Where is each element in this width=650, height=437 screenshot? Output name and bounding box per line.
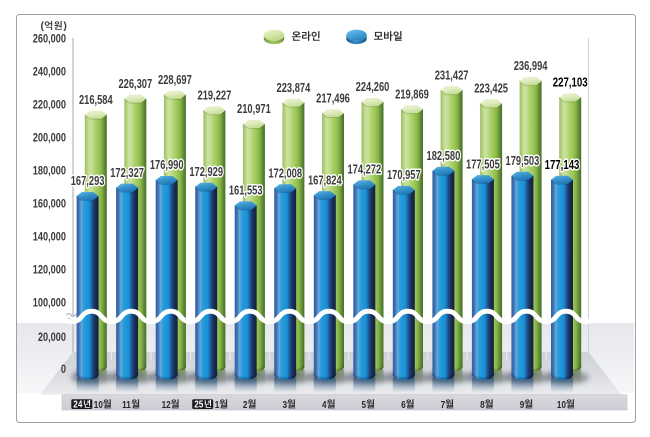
svg-text:177,505: 177,505 <box>466 158 500 172</box>
svg-text:10: 10 <box>94 398 103 410</box>
svg-text:223,874: 223,874 <box>277 82 311 96</box>
svg-text:(: ( <box>41 20 45 32</box>
svg-text:100,000: 100,000 <box>33 298 66 310</box>
svg-text:236,994: 236,994 <box>514 60 548 74</box>
svg-text:170,957: 170,957 <box>387 169 421 183</box>
svg-text:172,327: 172,327 <box>110 167 144 181</box>
svg-text:7: 7 <box>441 398 446 410</box>
svg-text:11: 11 <box>122 398 131 410</box>
svg-text:25: 25 <box>194 397 203 409</box>
svg-text:4: 4 <box>322 398 327 410</box>
svg-text:220,000: 220,000 <box>33 100 66 112</box>
svg-text:167,293: 167,293 <box>71 175 105 189</box>
svg-text:120,000: 120,000 <box>33 265 66 277</box>
svg-text:6: 6 <box>401 398 406 410</box>
svg-text:9: 9 <box>520 398 525 410</box>
svg-text:226,307: 226,307 <box>118 78 152 92</box>
svg-text:161,553: 161,553 <box>229 184 263 198</box>
svg-text:5: 5 <box>362 398 367 410</box>
svg-text:8: 8 <box>480 398 485 410</box>
svg-text:176,990: 176,990 <box>150 159 184 173</box>
svg-text:260,000: 260,000 <box>33 34 66 46</box>
svg-text:180,000: 180,000 <box>33 166 66 178</box>
svg-text:210,971: 210,971 <box>237 103 271 117</box>
svg-text:219,869: 219,869 <box>395 88 429 102</box>
svg-text:24: 24 <box>73 397 83 409</box>
svg-text:223,425: 223,425 <box>474 82 508 96</box>
svg-text:224,260: 224,260 <box>356 81 390 95</box>
svg-text:): ) <box>63 20 67 32</box>
svg-text:240,000: 240,000 <box>33 67 66 79</box>
svg-text:10: 10 <box>557 398 566 410</box>
svg-text:0: 0 <box>61 364 66 376</box>
svg-text:177,143: 177,143 <box>545 159 580 173</box>
svg-text:219,227: 219,227 <box>198 89 232 103</box>
svg-text:200,000: 200,000 <box>33 133 66 145</box>
svg-text:216,584: 216,584 <box>79 94 113 108</box>
svg-text:182,580: 182,580 <box>427 150 461 164</box>
svg-text:167,824: 167,824 <box>308 174 342 188</box>
svg-text:2: 2 <box>243 398 248 410</box>
svg-text:1: 1 <box>215 398 220 410</box>
svg-text:174,272: 174,272 <box>347 163 381 177</box>
svg-text:20,000: 20,000 <box>38 332 66 344</box>
svg-text:3: 3 <box>283 398 288 410</box>
svg-text:231,427: 231,427 <box>435 69 469 83</box>
svg-text:228,697: 228,697 <box>158 74 192 88</box>
svg-text:172,929: 172,929 <box>189 166 223 180</box>
svg-text:172,008: 172,008 <box>268 167 302 181</box>
svg-text:217,496: 217,496 <box>316 92 350 106</box>
svg-text:12: 12 <box>162 398 171 410</box>
svg-text:227,103: 227,103 <box>553 76 588 90</box>
svg-text:179,503: 179,503 <box>506 155 540 169</box>
svg-text:160,000: 160,000 <box>33 199 66 211</box>
svg-text:140,000: 140,000 <box>33 232 66 244</box>
